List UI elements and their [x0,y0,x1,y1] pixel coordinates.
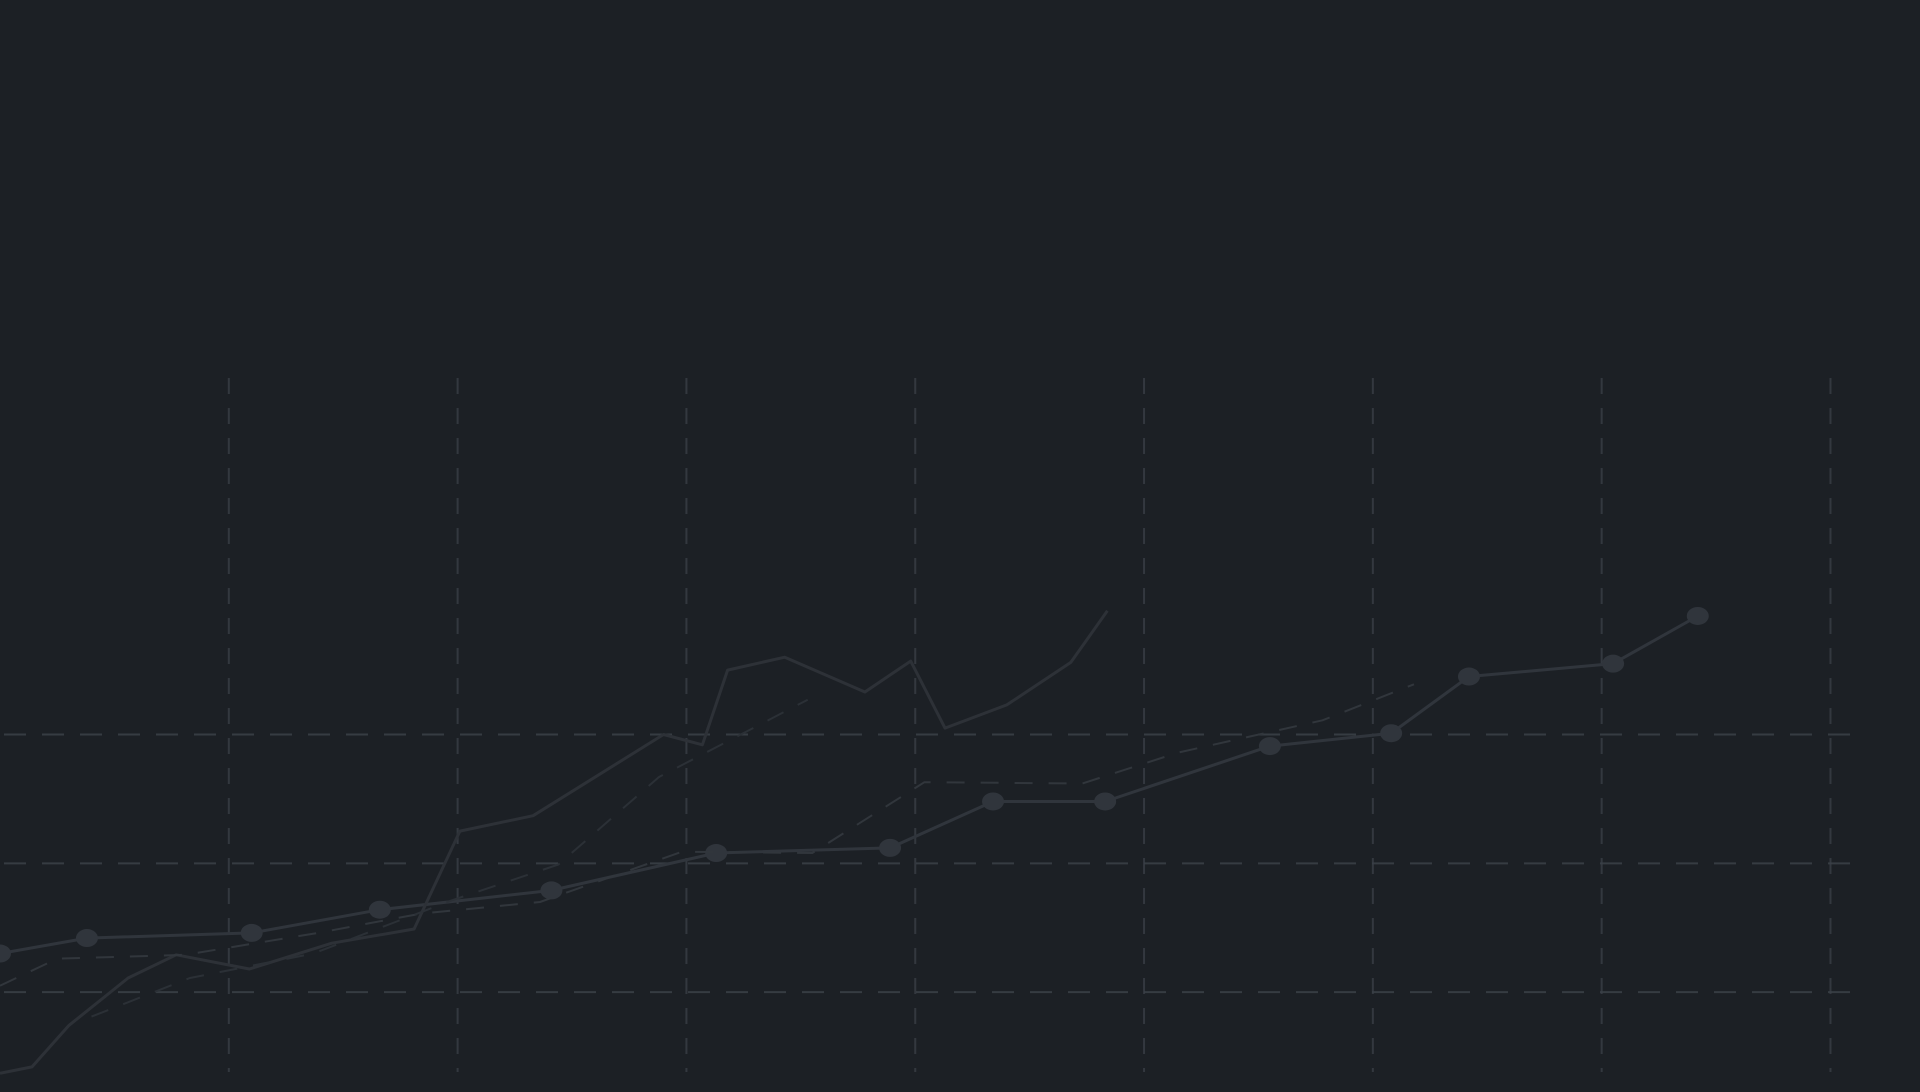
series-1-point-12 [1457,667,1480,686]
series-1-point-14 [1686,606,1709,625]
series-1-point-5 [540,881,563,900]
series-1-point-13 [1602,654,1625,673]
series-1-point-3 [240,923,263,942]
series-1-point-7 [879,838,902,857]
series-line-1 [0,614,1699,955]
series-1-point-8 [982,792,1005,811]
series-line-4 [91,698,809,1018]
series-line-2 [0,609,1109,1075]
series-1-point-4 [368,900,391,919]
series-1-point-10 [1258,737,1281,756]
series-1-point-6 [705,844,728,863]
series-1-point-2 [75,929,98,948]
series-1-point-1 [0,944,11,963]
series-1-point-11 [1380,724,1403,743]
series-1-point-9 [1094,792,1117,811]
